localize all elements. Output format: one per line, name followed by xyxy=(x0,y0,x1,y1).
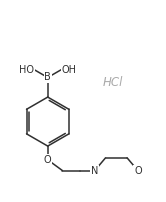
Text: N: N xyxy=(91,166,98,176)
Text: B: B xyxy=(44,73,51,82)
Text: N: N xyxy=(91,166,98,176)
Text: OH: OH xyxy=(61,65,76,75)
Text: HO: HO xyxy=(19,65,34,75)
Text: O: O xyxy=(134,166,142,176)
Text: HCl: HCl xyxy=(102,76,123,89)
Text: O: O xyxy=(44,155,51,165)
